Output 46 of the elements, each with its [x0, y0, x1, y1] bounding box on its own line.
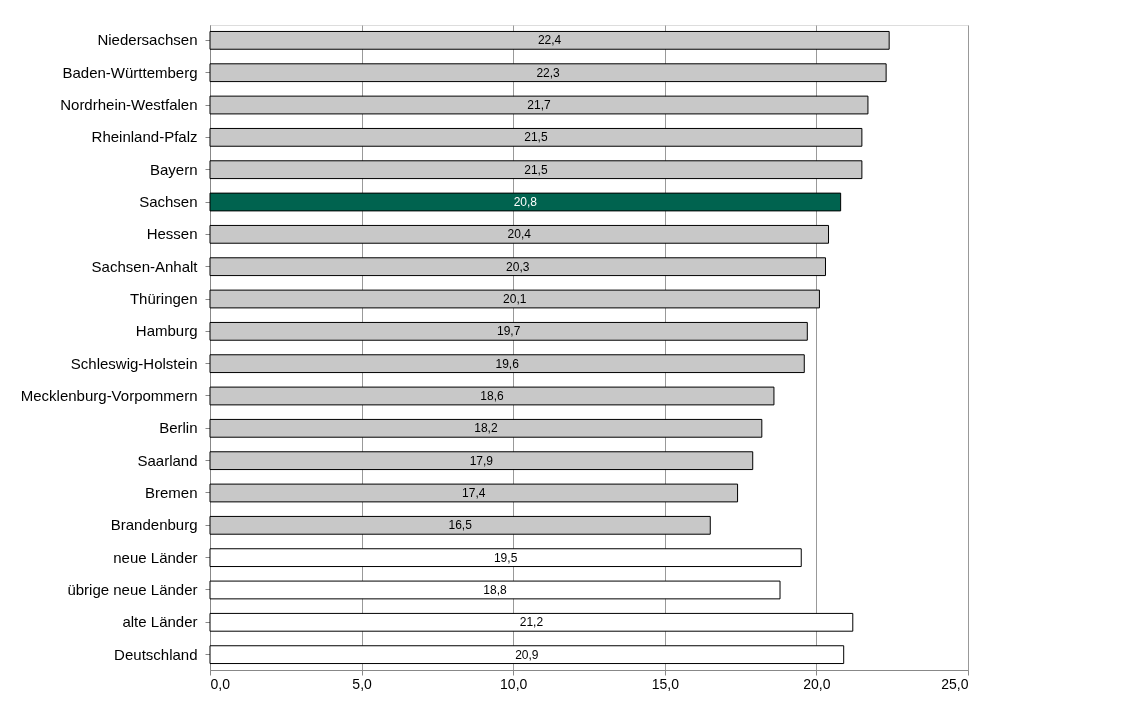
data-label: 17,9	[469, 453, 494, 468]
y-tick-label: Brandenburg	[110, 516, 198, 534]
x-tick-label: 10,0	[500, 675, 528, 692]
x-tick-label: 15,0	[651, 675, 680, 692]
y-tick-label: Hessen	[146, 225, 198, 243]
data-label: 20,4	[507, 227, 532, 242]
data-label: 16,5	[448, 518, 473, 533]
data-label: 21,7	[527, 98, 551, 113]
y-tick-label: Baden-Württemberg	[62, 63, 198, 81]
data-label: 22,4	[537, 33, 562, 48]
y-tick-label: Rheinland-Pfalz	[91, 128, 198, 146]
y-tick-label: neue Länder	[113, 548, 198, 566]
y-tick-label: Sachsen-Anhalt	[91, 257, 199, 275]
data-label: 21,2	[519, 615, 544, 630]
y-tick-label: Sachsen	[139, 193, 198, 211]
y-tick-label: übrige neue Länder	[67, 580, 198, 598]
y-tick-label: Thüringen	[129, 290, 198, 307]
y-tick-label: Hamburg	[135, 322, 198, 340]
y-tick-label: Nordrhein-Westfalen	[60, 96, 198, 114]
data-label: 19,5	[493, 550, 518, 565]
x-tick-label: 0,0	[210, 675, 231, 692]
y-tick-label: Niedersachsen	[97, 31, 198, 49]
y-tick-label: Deutschland	[114, 645, 198, 663]
y-tick-label: Saarland	[137, 451, 198, 469]
x-tick-label: 25,0	[941, 675, 969, 692]
y-tick-label: Schleswig-Holstein	[70, 354, 198, 372]
data-label: 18,8	[483, 582, 508, 597]
data-label: 18,2	[474, 421, 498, 436]
x-tick-label: 20,0	[803, 675, 831, 692]
y-tick-label: Mecklenburg-Vorpommern	[20, 387, 198, 404]
data-label: 20,8	[513, 195, 538, 210]
y-tick-label: Bremen	[144, 483, 198, 501]
y-tick-label: Bayern	[149, 160, 198, 178]
data-label: 20,1	[503, 292, 527, 306]
data-label: 21,5	[524, 130, 548, 145]
data-label: 17,4	[462, 485, 486, 500]
x-tick-label: 5,0	[352, 675, 373, 692]
y-tick-label: Berlin	[159, 419, 198, 437]
data-label: 20,3	[506, 259, 530, 274]
data-label: 21,5	[524, 162, 548, 177]
data-label: 18,6	[480, 389, 504, 403]
y-tick-label: alte Länder	[122, 613, 198, 631]
data-label: 20,9	[515, 647, 539, 662]
data-label: 19,7	[496, 324, 521, 339]
data-label: 22,3	[536, 65, 561, 80]
data-label: 19,6	[495, 356, 520, 371]
